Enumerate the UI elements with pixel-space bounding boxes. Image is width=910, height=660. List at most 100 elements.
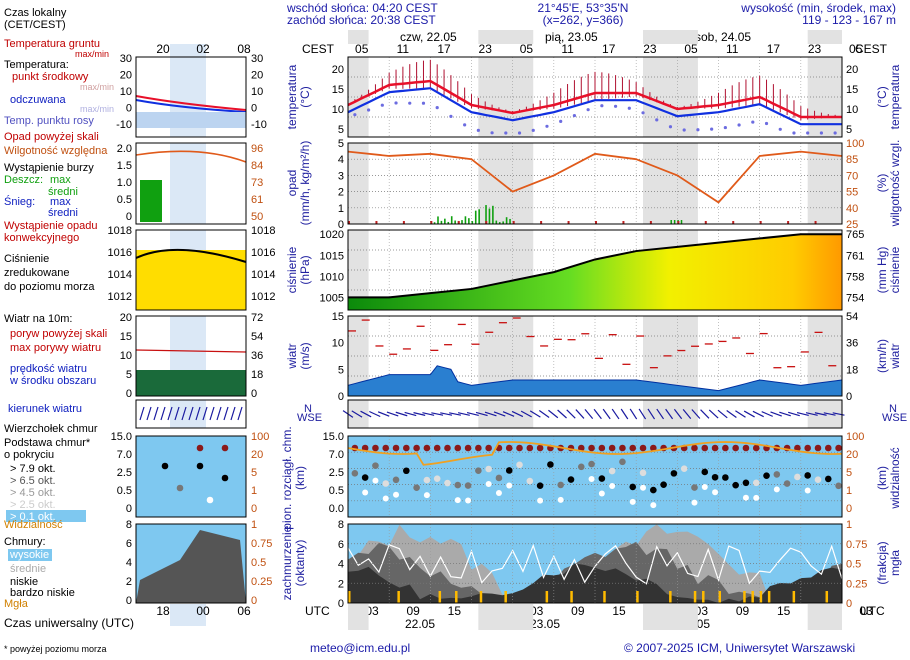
legend-cloud-dot [196,462,204,470]
cloud-base-dot-low [629,498,636,505]
cloud-top-dot [433,444,441,452]
legend-tick: 0 [126,503,132,515]
cloud-base-dot-low [701,483,708,490]
y-tick-right: 0.75 [846,539,867,551]
legend-low: niskie [10,576,38,588]
night-band-footer [807,604,842,630]
legend-occurrence: konwekcyjnego [4,232,79,244]
cloud-base-dot-low [712,489,719,496]
legend-direction-arrow [216,406,222,421]
utc-left: UTC [305,604,330,618]
cloud-base-dot [361,474,369,481]
y-tick-right: 20 [846,64,858,76]
wind-direction-arrow [779,411,791,417]
hour-top-label: 17 [767,42,781,56]
cloud-base-dot [732,481,739,489]
hour-top-label: 05 [520,42,534,56]
legend-panel-frame [135,523,247,604]
cloud-top-dot [608,444,616,452]
rain-bar [478,209,480,224]
legend-tick: 0.5 [117,194,132,206]
legend-tick: 1018 [108,225,132,237]
precip-occurrence [485,221,488,224]
wind-direction-arrow [665,408,674,420]
wind-area [347,365,843,397]
wind-direction-arrow [735,410,746,418]
date-bottom-label: 22.05 [405,617,435,631]
legend-tick: 1.0 [117,177,132,189]
night-band [348,400,369,428]
legend-local-tick: 08 [237,42,251,56]
fog-bar [693,591,697,603]
legend-cloud-dot [206,496,214,504]
dew-point [463,123,467,127]
y-tick: 15 [332,84,344,96]
legend-tick: 30 [120,53,132,65]
y-tick: 5 [338,364,344,376]
fog-bar [743,591,746,603]
panel-frame [347,435,843,518]
legend-direction-arrow [195,406,201,421]
legend-cloud-dot [221,474,229,482]
panel-frame [347,229,843,311]
legend-direction-arrow [167,406,173,421]
y-tick: 0 [338,391,344,403]
legend-direction-arrow [139,406,145,421]
dew-point [819,131,824,135]
y-tick: 4 [338,154,344,166]
rain-bar [492,205,494,224]
legend-direction-arrow [223,406,229,421]
legend-gust-max: max porywy wiatru [10,342,101,354]
legend-tick: 2.0 [117,143,132,155]
cloud-base-dot [783,480,791,487]
cloud-base-dot [413,484,420,491]
cloud-base-dot [824,475,832,483]
cloud-base-dot [403,467,410,475]
night-band [643,400,698,428]
pressure-line [348,233,842,299]
y-tick: 2.5 [329,467,344,479]
tz-left: CEST [302,42,335,56]
wind-direction-arrow [656,408,665,420]
legend-wind-speed: prędkość wiatru [10,363,87,375]
legend-occurrence: Wystąpienie opadu [4,220,97,232]
y-tick-right: 761 [846,250,864,262]
date-bottom-label: 23.05 [530,617,560,631]
legend-okt: > 2.5 okt. [10,499,56,511]
hour-top-label: 11 [561,42,574,56]
legend-ground-temp: Temperatura gruntu [4,38,100,50]
fog-bar [348,591,351,603]
universal-time-label: Czas uniwersalny (UTC) [4,616,134,630]
dew-point [586,108,590,112]
legend-tick-right: 0 [251,388,257,400]
legend-tick-right: 36 [251,350,263,362]
legend-direction-arrow [202,406,208,421]
cloud-base-dot-low [454,497,461,504]
legend-dew: Temp. punktu rosy [4,115,94,127]
cloud-base-dot-low [640,484,647,491]
wind-direction-arrow [431,412,444,416]
legend-night-top [170,44,206,57]
legend-panel-frame [135,399,247,429]
fog-bar [759,591,763,603]
legend-direction-arrow [146,406,152,421]
legend-tick: 0 [126,103,132,115]
night-band-footer [643,604,698,630]
legend-utc-tick: 06 [237,604,251,618]
cloud-base-dot-low [506,482,513,489]
cloud-base-dot [433,475,441,482]
legend-tick: 10 [120,86,132,98]
axis-title: (km) [875,466,889,490]
wind-direction-arrow [620,408,629,420]
legend-very-low: bardzo niskie [10,587,75,599]
y-tick: 5 [338,138,344,150]
night-band [807,143,842,224]
cloud-base-dot [691,484,698,491]
legend-high: wysokie [9,549,49,561]
y-tick-right: 1 [846,519,852,531]
local-time-label: Czas lokalny [4,7,67,19]
rain-bar [437,216,439,224]
legend-storm: Wystąpienie burzy [4,162,94,174]
precip-occurrence [457,221,460,224]
precip-occurrence [375,221,378,224]
